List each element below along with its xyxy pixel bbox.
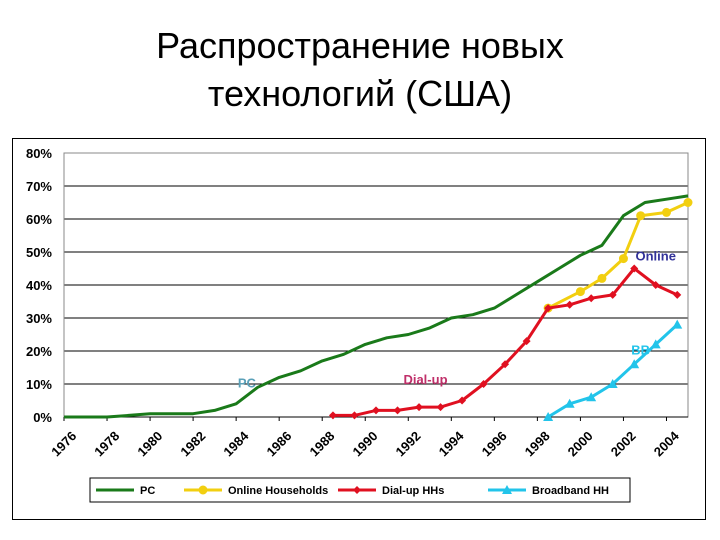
x-tick-label: 1984 bbox=[220, 428, 252, 460]
data-point bbox=[651, 281, 660, 289]
y-tick-label: 40% bbox=[26, 278, 52, 293]
series-pc bbox=[64, 194, 689, 419]
y-tick-label: 0% bbox=[33, 410, 52, 425]
series-dial-up-hhs bbox=[328, 264, 682, 420]
data-point bbox=[673, 290, 682, 299]
y-tick-label: 70% bbox=[26, 179, 52, 194]
legend-marker bbox=[353, 486, 361, 494]
x-tick-label: 1996 bbox=[479, 428, 510, 459]
y-tick-label: 50% bbox=[26, 245, 52, 260]
grid-lines bbox=[64, 152, 688, 385]
data-point bbox=[650, 339, 661, 349]
annotation-label: Dial-up bbox=[403, 372, 447, 387]
chart-frame bbox=[12, 138, 706, 520]
y-tick-label: 80% bbox=[26, 146, 52, 161]
legend-item: Dial-up HHs bbox=[338, 485, 444, 497]
y-tick-label: 10% bbox=[26, 377, 52, 392]
data-point bbox=[661, 207, 671, 217]
legend-label: Dial-up HHs bbox=[382, 485, 444, 497]
data-point bbox=[501, 360, 510, 369]
title-line-1: Распространение новых bbox=[156, 25, 564, 66]
x-tick-label: 1988 bbox=[306, 428, 337, 459]
legend-label: Online Households bbox=[228, 485, 328, 497]
data-point bbox=[565, 300, 574, 309]
legend-item: PC bbox=[96, 485, 155, 497]
data-point bbox=[522, 337, 531, 346]
x-tick-label: 1992 bbox=[393, 428, 424, 459]
data-point bbox=[630, 264, 639, 273]
x-tick-label: 1998 bbox=[522, 428, 553, 459]
series-line-dial-up-hhs bbox=[333, 267, 678, 417]
annotation-label: Online bbox=[635, 248, 675, 263]
data-point bbox=[544, 304, 553, 313]
data-point bbox=[618, 254, 628, 264]
legend-item: Online Households bbox=[184, 485, 328, 497]
y-tick-label: 20% bbox=[26, 344, 52, 359]
x-tick-label: 2004 bbox=[651, 428, 683, 460]
series-broadband-hh bbox=[543, 319, 683, 421]
x-axis-ticks: 1976 1978 1980 1982 1984 1986 1988 1990 1992 1994… bbox=[48, 417, 682, 459]
legend-label: PC bbox=[140, 485, 155, 497]
x-tick-label: 2002 bbox=[608, 428, 639, 459]
data-point bbox=[672, 319, 683, 329]
data-point bbox=[597, 273, 607, 283]
data-point bbox=[372, 406, 380, 415]
x-tick-label: 1994 bbox=[436, 428, 468, 460]
x-tick-label: 1990 bbox=[350, 428, 381, 459]
data-point bbox=[458, 396, 467, 405]
data-point bbox=[586, 392, 597, 402]
data-point bbox=[607, 379, 618, 388]
series-lines bbox=[64, 194, 693, 421]
data-point bbox=[479, 380, 488, 388]
legend: PC Online Households Dial-up HHs Broadband … bbox=[89, 477, 631, 503]
data-point bbox=[608, 290, 617, 299]
data-point bbox=[564, 398, 575, 408]
legend-item: Broadband HH bbox=[488, 485, 609, 497]
data-point bbox=[683, 198, 693, 207]
x-tick-label: 1976 bbox=[48, 428, 79, 459]
data-point bbox=[636, 211, 646, 221]
x-tick-label: 1982 bbox=[177, 428, 208, 459]
y-axis-ticks: 0% 10% 20% 30% 40% 50% 60% 70% 80% bbox=[26, 146, 52, 425]
data-point bbox=[415, 403, 424, 412]
data-point bbox=[629, 359, 640, 369]
data-point bbox=[587, 294, 596, 303]
x-tick-label: 1980 bbox=[134, 428, 165, 459]
data-point bbox=[543, 412, 554, 421]
x-tick-label: 2000 bbox=[565, 428, 596, 459]
data-point bbox=[393, 406, 402, 415]
y-tick-label: 60% bbox=[26, 212, 52, 227]
data-point bbox=[436, 403, 445, 412]
series-line-pc bbox=[64, 194, 689, 419]
data-point bbox=[328, 411, 337, 420]
annotations: Online BB Dial-up PC bbox=[238, 248, 676, 390]
legend-marker bbox=[198, 485, 208, 495]
plot-area bbox=[63, 152, 689, 418]
annotation-label: BB bbox=[631, 342, 650, 357]
data-point bbox=[575, 287, 585, 297]
x-tick-label: 1986 bbox=[263, 428, 294, 459]
y-tick-label: 30% bbox=[26, 311, 52, 326]
data-point bbox=[350, 411, 359, 420]
legend-marker bbox=[502, 485, 512, 494]
slide-title: Распространение новых технологий (США) bbox=[0, 22, 720, 118]
title-line-2: технологий (США) bbox=[207, 73, 513, 114]
legend-label: Broadband HH bbox=[532, 485, 609, 497]
annotation-label: PC bbox=[238, 375, 257, 390]
x-tick-label: 1978 bbox=[91, 428, 122, 459]
